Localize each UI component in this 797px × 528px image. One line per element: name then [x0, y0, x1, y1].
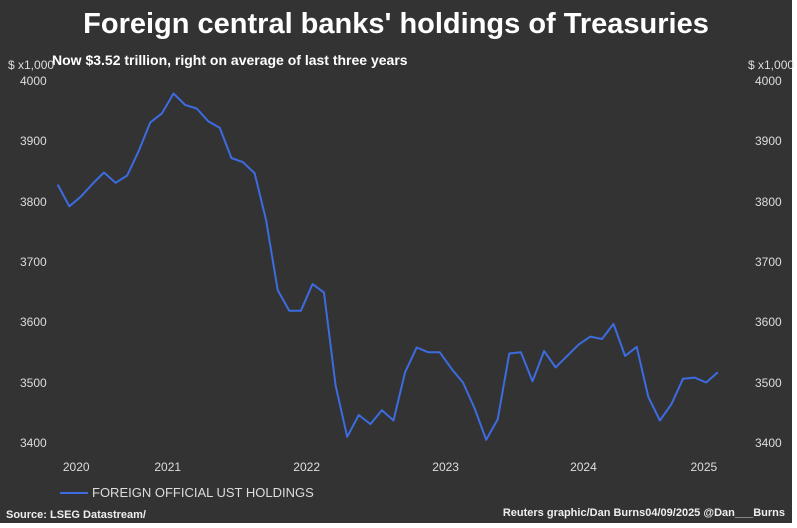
y-tick-label-right: 3600	[755, 315, 782, 330]
legend-swatch	[60, 492, 88, 494]
credit-note: Reuters graphic/Dan Burns04/09/2025 @Dan…	[502, 507, 785, 519]
y-tick-label-left: 3400	[20, 436, 47, 450]
chart-subtitle: Now $3.52 trillion, right on average of …	[52, 52, 408, 68]
y-tick-label-left: 3900	[20, 134, 47, 149]
y-axis-unit-left: $ x1,000	[8, 58, 55, 72]
y-tick-label-right: 4000	[755, 74, 782, 88]
x-tick-label: 2025	[690, 460, 718, 474]
chart-title: Foreign central banks' holdings of Treas…	[83, 8, 709, 40]
y-tick-label-left: 3500	[20, 375, 47, 390]
x-tick-label: 2020	[62, 460, 90, 474]
y-tick-label-right: 3500	[755, 375, 782, 390]
y-axis-unit-right: $ x1,000	[748, 58, 795, 72]
y-tick-label-left: 4000	[20, 74, 47, 88]
y-tick-label-left: 3800	[20, 194, 47, 209]
x-tick-label: 2024	[570, 460, 597, 474]
x-tick-label: 2023	[432, 460, 459, 474]
y-tick-label-right: 3800	[755, 194, 782, 209]
source-note: Source: LSEG Datastream/	[6, 509, 146, 521]
x-tick-label: 2022	[293, 460, 321, 474]
y-tick-label-right: 3400	[755, 436, 782, 450]
y-tick-label-right: 3900	[755, 134, 782, 149]
y-tick-label-left: 3700	[20, 255, 47, 269]
legend-label: FOREIGN OFFICIAL UST HOLDINGS	[92, 485, 314, 500]
y-tick-label-right: 3700	[755, 255, 782, 269]
y-tick-label-left: 3600	[20, 315, 47, 330]
x-tick-label: 2021	[154, 460, 182, 474]
series-line	[56, 92, 719, 441]
